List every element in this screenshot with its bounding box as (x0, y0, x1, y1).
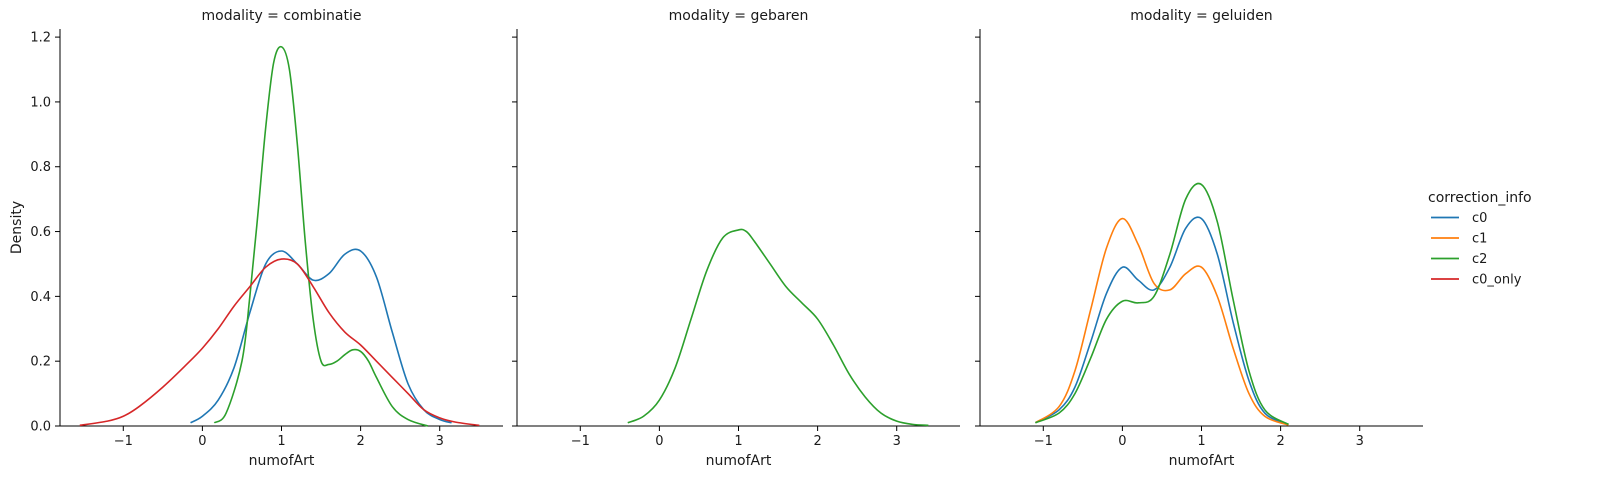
x-tick-label: −1 (571, 434, 590, 449)
panel-title: modality = gebaren (669, 8, 809, 24)
legend-label-c1: c1 (1472, 232, 1487, 247)
y-tick-label: 0.8 (30, 160, 51, 175)
kde-line-c0 (1034, 216, 1289, 426)
x-tick-label: 3 (1356, 434, 1364, 449)
x-tick-label: 2 (813, 434, 821, 449)
kde-line-c0 (190, 248, 452, 424)
y-tick-label: 0.0 (30, 420, 51, 435)
y-tick-label: 0.2 (30, 355, 51, 370)
x-tick-label: 2 (356, 434, 364, 449)
legend-label-c0_only: c0_only (1472, 273, 1522, 288)
kde-line-c2 (1035, 182, 1289, 426)
x-tick-label: 3 (436, 434, 444, 449)
x-axis-label: numofArt (1169, 453, 1235, 469)
x-tick-label: 0 (1118, 434, 1126, 449)
x-tick-label: 0 (655, 434, 663, 449)
y-tick-label: 0.6 (30, 225, 51, 240)
x-tick-label: 1 (734, 434, 742, 449)
panel-title: modality = geluiden (1130, 8, 1272, 24)
kde-line-c2 (213, 45, 429, 427)
legend-label-c0: c0 (1472, 211, 1487, 226)
x-tick-label: 3 (893, 434, 901, 449)
y-tick-label: 1.2 (30, 31, 51, 46)
x-axis-label: numofArt (706, 453, 772, 469)
x-tick-label: 0 (198, 434, 206, 449)
legend-title: correction_info (1428, 190, 1532, 206)
kde-line-c1 (1034, 217, 1289, 426)
legend-label-c2: c2 (1472, 252, 1487, 267)
x-tick-label: 1 (1197, 434, 1205, 449)
kde-line-c0_only (79, 258, 480, 427)
y-axis-label: Density (9, 201, 25, 254)
y-tick-label: 0.4 (30, 290, 51, 305)
x-tick-label: 2 (1276, 434, 1284, 449)
x-tick-label: −1 (1034, 434, 1053, 449)
x-tick-label: −1 (114, 434, 133, 449)
y-tick-label: 1.0 (30, 95, 51, 110)
panel-title: modality = combinatie (202, 8, 362, 24)
x-tick-label: 1 (277, 434, 285, 449)
x-axis-label: numofArt (249, 453, 315, 469)
kde-line-c2 (627, 228, 929, 427)
